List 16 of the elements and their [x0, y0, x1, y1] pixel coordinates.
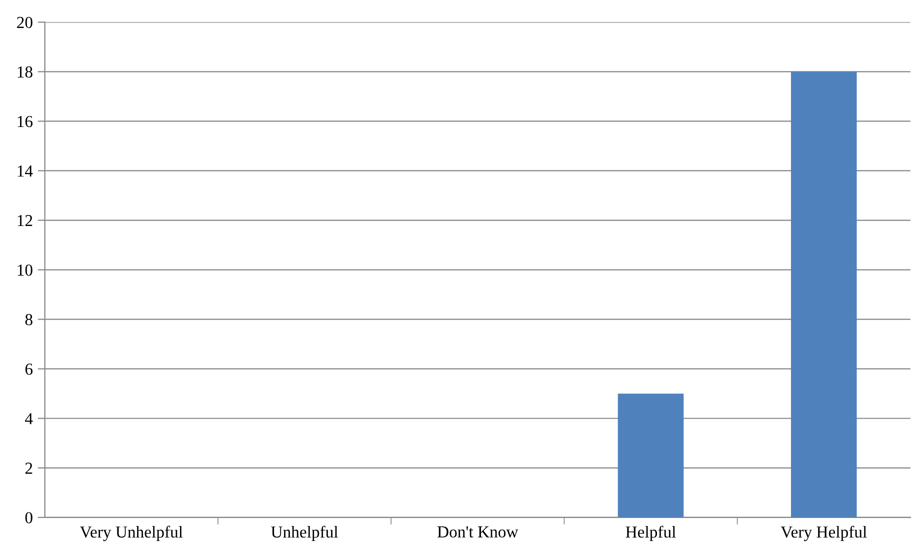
y-tick-label: 6	[25, 364, 33, 375]
y-tick-label: 4	[25, 413, 33, 424]
x-tick-label: Don't Know	[437, 526, 518, 538]
y-tick-label: 12	[18, 215, 32, 226]
y-tick-label: 10	[18, 264, 32, 276]
x-tick-label: Unhelpful	[271, 526, 338, 542]
x-tick-label: Very Unhelpful	[80, 526, 183, 542]
y-tick-label: 0	[25, 512, 32, 524]
y-tick-label: 14	[18, 166, 33, 177]
x-tick-label: Very Helpful	[780, 526, 867, 542]
y-tick-label: 18	[18, 66, 32, 78]
y-tick-label: 2	[25, 462, 32, 474]
y-tick-label: 20	[17, 16, 32, 28]
y-tick-label: 8	[25, 314, 32, 326]
y-tick-label: 16	[18, 116, 33, 128]
x-tick-label: Helpful	[626, 526, 676, 542]
